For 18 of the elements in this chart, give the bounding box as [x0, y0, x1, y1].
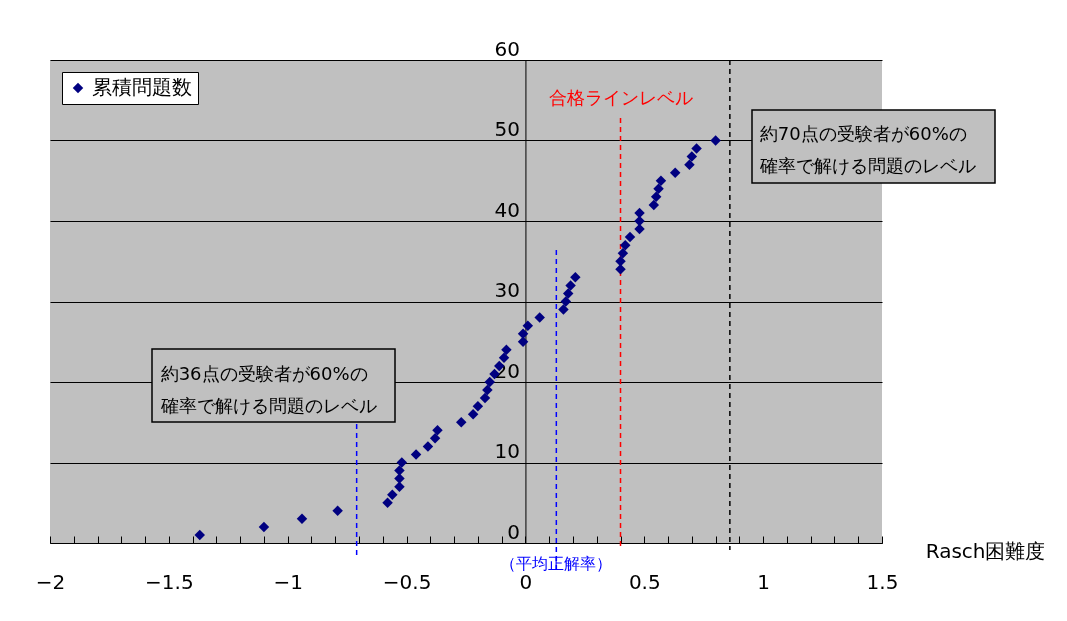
y-tick-label: 60: [494, 36, 520, 61]
y-tick-label: 0: [507, 519, 520, 544]
x-axis-title: Rasch困難度: [925, 538, 1046, 563]
x-tick-label: 1.5: [866, 569, 899, 594]
ref-line-label: 約70点の受験者が60%の確率で解ける問題のレベル: [758, 123, 976, 176]
x-tick-label: 1: [757, 569, 771, 594]
x-tick-label: −0.5: [382, 569, 432, 594]
y-tick-label: 40: [494, 197, 520, 222]
x-tick-label: 0.5: [628, 569, 661, 594]
y-tick-label: 10: [494, 439, 520, 463]
x-tick-label: −1: [273, 569, 303, 594]
x-tick-label: −1.5: [145, 569, 194, 594]
legend-label: 累積問題数: [92, 75, 192, 99]
y-tick-label: 30: [494, 278, 520, 302]
x-tick-label: −2: [35, 569, 66, 594]
ref-line-label: 合格ラインレベル: [548, 87, 693, 108]
y-tick-label: 50: [494, 117, 520, 141]
ref-line-label: 約36点の受験者が60%の確率で解ける問題のレベル: [159, 363, 377, 416]
